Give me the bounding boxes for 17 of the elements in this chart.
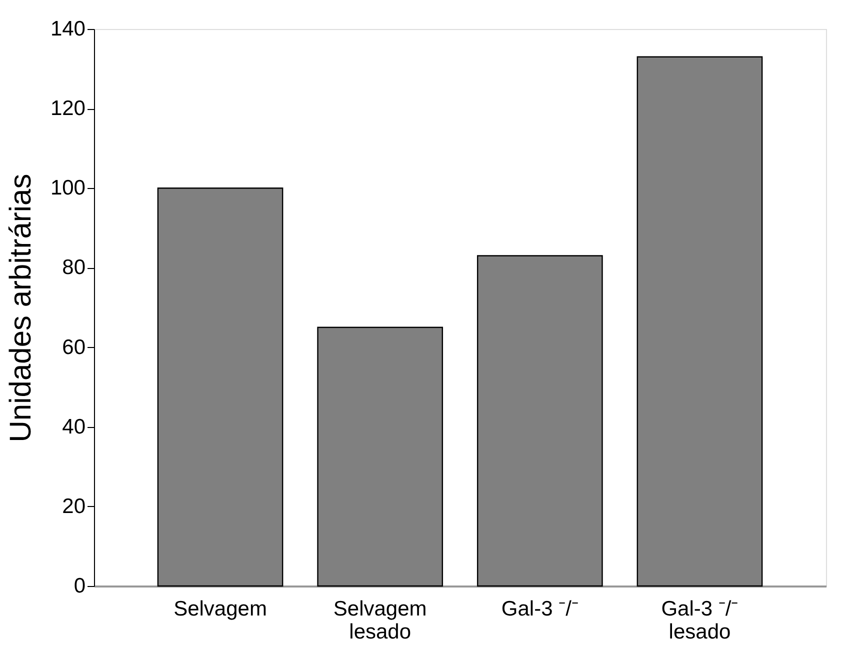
y-tick-label: 60: [62, 336, 86, 359]
y-tick-label: 0: [74, 574, 86, 598]
x-tick-label: Selvagem: [174, 598, 267, 620]
y-tick-label: 40: [62, 415, 86, 438]
bar: [157, 188, 284, 587]
bar: [636, 56, 763, 587]
y-tick-label: 140: [50, 18, 86, 40]
y-tick-label: 80: [62, 256, 86, 280]
x-tick-label: Selvagem lesado: [333, 598, 427, 644]
y-tick-label: 100: [50, 176, 86, 200]
x-tick-label: Gal-3 ⁻/⁻ lesado: [661, 598, 738, 644]
y-tick-label: 20: [62, 494, 86, 518]
x-tick-label: Gal-3 ⁻/⁻: [501, 598, 578, 620]
y-axis-title: Unidades arbitrárias: [4, 174, 38, 442]
bar: [317, 326, 444, 587]
bar: [476, 255, 603, 587]
y-tick-label: 120: [50, 97, 86, 120]
